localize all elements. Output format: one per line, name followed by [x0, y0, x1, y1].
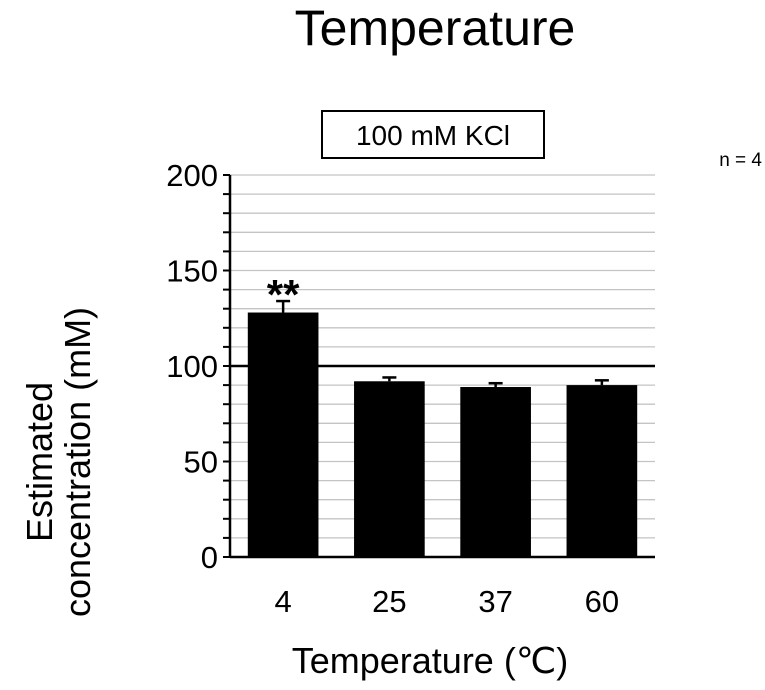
y-axis-label: Estimated concentration (mM) [19, 307, 98, 617]
sample-size-note: n = 4 [719, 150, 762, 171]
y-tick-label: 200 [166, 158, 218, 193]
y-tick-label: 100 [166, 349, 218, 384]
x-tick-label: 60 [585, 584, 619, 619]
significance-annotations: ** [267, 271, 300, 318]
significance-marker: ** [267, 271, 300, 318]
bar [247, 312, 319, 557]
y-axis-label-line2: concentration (mM) [57, 307, 98, 617]
y-tick-label: 150 [166, 254, 218, 289]
x-tick-labels: 4 25 37 60 [275, 584, 620, 619]
y-tick-label: 0 [201, 540, 218, 575]
y-axis [223, 174, 655, 559]
x-tick-label: 4 [275, 584, 292, 619]
condition-label-frame [321, 110, 545, 159]
y-tick-labels: 0 50 100 150 200 [166, 158, 218, 575]
bar [460, 387, 531, 557]
y-axis-label-line1: Estimated [19, 382, 60, 542]
condition-label-box: 100 mM KCl [321, 110, 545, 159]
x-axis-label: Temperature (℃) [292, 640, 569, 681]
bar [566, 385, 638, 557]
x-tick-label: 37 [478, 584, 512, 619]
bars [247, 312, 638, 557]
condition-label: 100 mM KCl [356, 120, 510, 151]
error-bars [276, 299, 609, 388]
chart-title: Temperature [295, 0, 576, 56]
y-tick-label: 50 [184, 445, 218, 480]
x-tick-label: 25 [372, 584, 406, 619]
bar [354, 381, 425, 557]
